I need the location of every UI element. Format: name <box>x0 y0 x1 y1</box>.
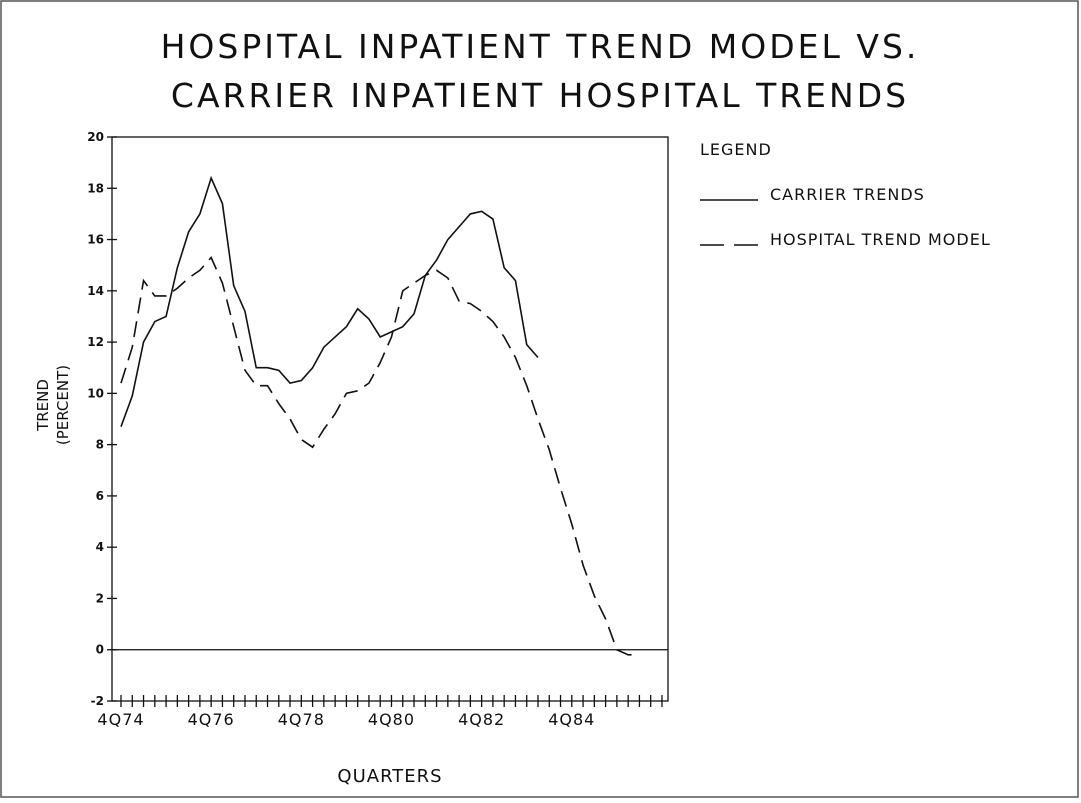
y-tick-label: 14 <box>87 284 104 298</box>
x-tick-label: 4Q76 <box>188 710 235 729</box>
y-axis-label: TREND <box>34 379 52 432</box>
line-series <box>120 256 640 656</box>
y-tick-label: 10 <box>87 386 104 400</box>
y-tick-label: 8 <box>96 438 104 452</box>
x-tick-label: 4Q84 <box>548 710 595 729</box>
x-tick-label: 4Q78 <box>278 710 325 729</box>
y-tick-label: 18 <box>87 181 104 195</box>
x-axis-label: QUARTERS <box>337 766 442 787</box>
x-tick-label: 4Q74 <box>97 710 144 729</box>
y-tick-label: -2 <box>91 694 104 708</box>
x-tick-label: 4Q82 <box>458 710 505 729</box>
y-tick-label: 20 <box>87 130 104 144</box>
legend-label: CARRIER TRENDS <box>770 185 925 204</box>
legend-label: HOSPITAL TREND MODEL <box>770 230 991 249</box>
chart-title: CARRIER INPATIENT HOSPITAL TRENDS <box>171 76 909 115</box>
y-axis-label: (PERCENT) <box>54 365 72 445</box>
y-tick-label: 4 <box>96 540 104 554</box>
plot-area <box>111 136 669 702</box>
y-tick-label: 16 <box>87 233 104 247</box>
y-tick-label: 0 <box>96 643 104 657</box>
legend-title: LEGEND <box>700 140 772 159</box>
x-tick-label: 4Q80 <box>368 710 415 729</box>
y-tick-label: 6 <box>96 489 104 503</box>
line-series <box>120 175 539 427</box>
y-tick-label: 2 <box>96 591 104 605</box>
chart-title: HOSPITAL INPATIENT TREND MODEL VS. <box>161 27 920 66</box>
y-tick-label: 12 <box>87 335 104 349</box>
